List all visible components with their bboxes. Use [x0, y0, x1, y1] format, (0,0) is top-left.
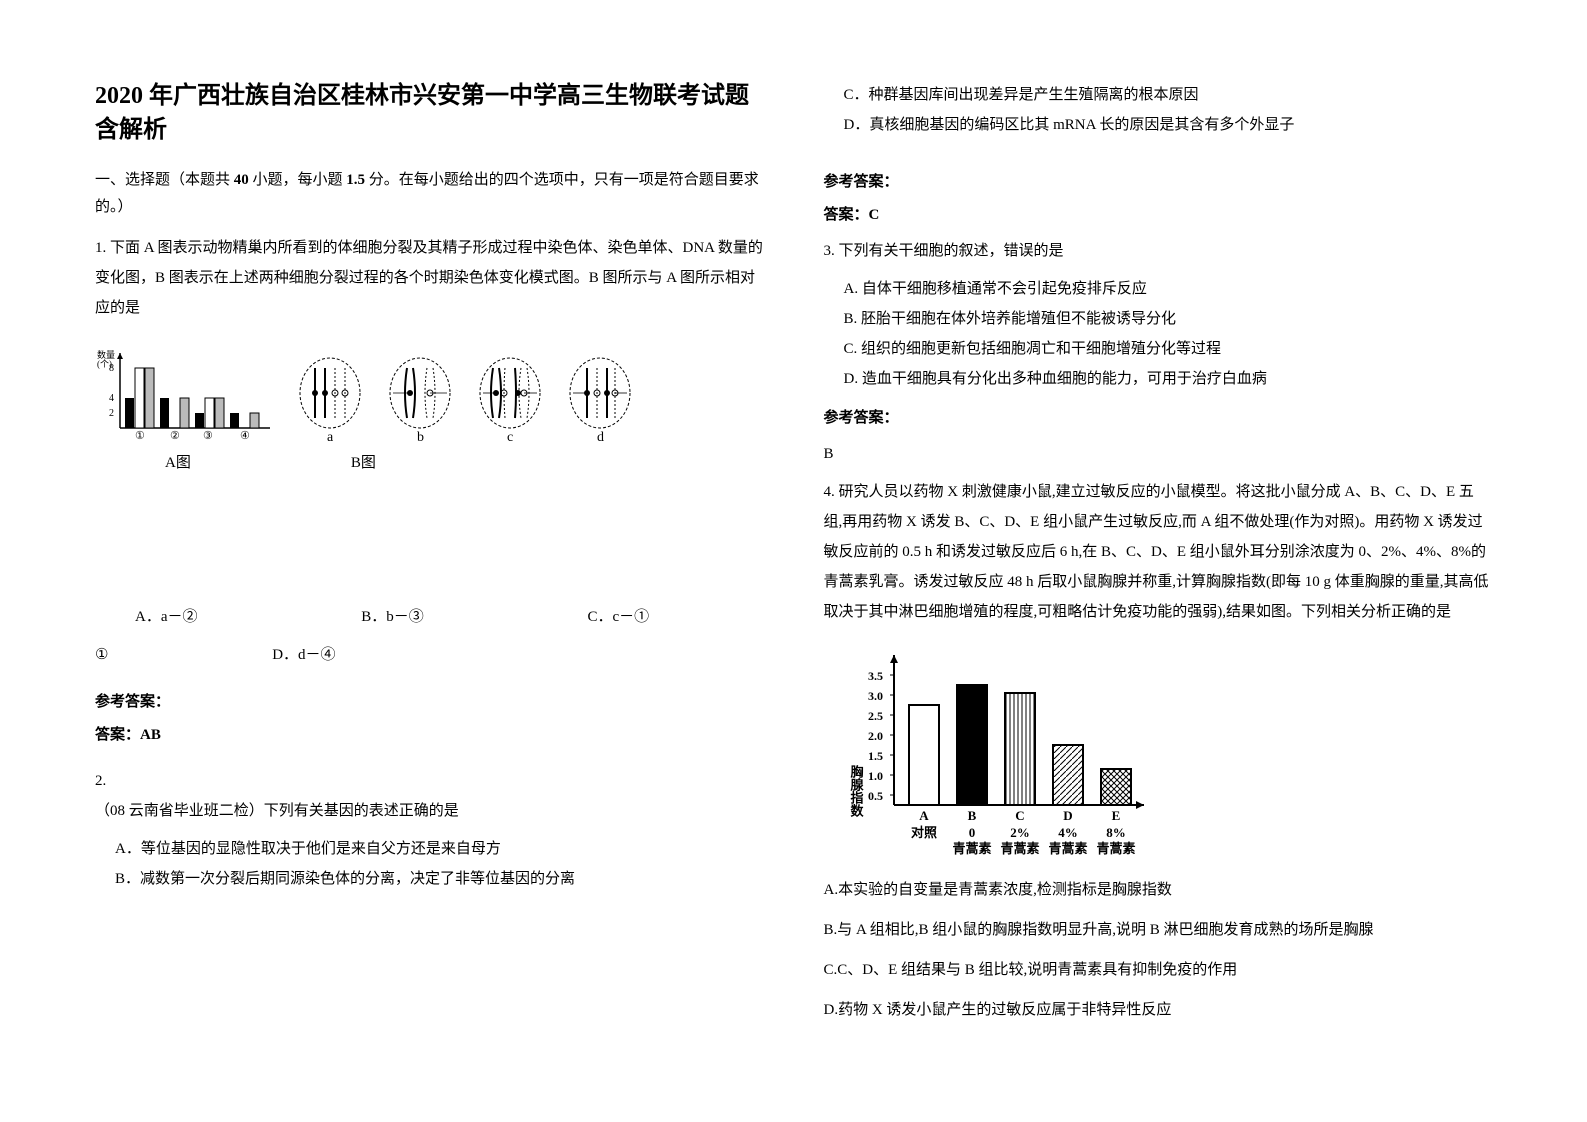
svg-text:2%: 2% — [1010, 825, 1030, 840]
svg-text:②: ② — [170, 430, 180, 442]
svg-text:0: 0 — [968, 825, 975, 840]
svg-text:E: E — [1111, 808, 1120, 823]
q1-text: 1. 下面 A 图表示动物精巢内所看到的体细胞分裂及其精子形成过程中染色体、染色… — [95, 233, 764, 323]
q3-opt-a: A. 自体干细胞移植通常不会引起免疫排斥反应 — [844, 274, 1493, 304]
svg-text:b: b — [417, 430, 424, 443]
svg-text:D: D — [1063, 808, 1072, 823]
q1-figures: 数量 (个) 8 4 2 ① ② ③ — [95, 343, 764, 443]
right-column: C．种群基因库间出现差异是产生生殖隔离的根本原因 D．真核细胞基因的编码区比其 … — [824, 80, 1493, 1042]
svg-text:8%: 8% — [1106, 825, 1126, 840]
svg-text:对照: 对照 — [910, 825, 936, 840]
cell-b: b — [385, 353, 455, 443]
q2-opt-d: D．真核细胞基因的编码区比其 mRNA 长的原因是其含有多个外显子 — [844, 110, 1493, 140]
q4-opt-a: A.本实验的自变量是青蒿素浓度,检测指标是胸腺指数 — [824, 875, 1493, 905]
svg-text:④: ④ — [240, 430, 250, 442]
svg-text:2: 2 — [109, 408, 114, 419]
q3-opt-d: D. 造血干细胞具有分化出多种血细胞的能力，可用于治疗白血病 — [844, 364, 1493, 394]
svg-text:c: c — [507, 430, 513, 443]
svg-text:B: B — [967, 808, 976, 823]
figure-labels: A图 B图 — [165, 451, 764, 472]
bar-chart-a: 数量 (个) 8 4 2 ① ② ③ — [95, 343, 275, 443]
svg-text:胸腺指数: 胸腺指数 — [848, 764, 863, 818]
q2-answer-label: 参考答案： — [824, 170, 1493, 191]
svg-text:青蒿素: 青蒿素 — [1048, 841, 1087, 856]
q2-answer: 答案：C — [824, 203, 1493, 224]
svg-text:A: A — [919, 808, 929, 823]
q3-answer-label: 参考答案： — [824, 406, 1493, 427]
svg-text:3.0: 3.0 — [868, 689, 883, 703]
q4-opt-c: C.C、D、E 组结果与 B 组比较,说明青蒿素具有抑制免疫的作用 — [824, 955, 1493, 985]
svg-text:青蒿素: 青蒿素 — [1096, 841, 1135, 856]
q4-opt-d: D.药物 X 诱发小鼠产生的过敏反应属于非特异性反应 — [824, 995, 1493, 1025]
left-column: 2020 年广西壮族自治区桂林市兴安第一中学高三生物联考试题含解析 一、选择题（… — [95, 80, 764, 1042]
cell-d: d — [565, 353, 635, 443]
q4-text: 4. 研究人员以药物 X 刺激健康小鼠,建立过敏反应的小鼠模型。将这批小鼠分成 … — [824, 477, 1493, 627]
svg-text:4: 4 — [109, 393, 114, 404]
q2-opt-b: B．减数第一次分裂后期同源染色体的分离，决定了非等位基因的分离 — [115, 864, 764, 894]
q3-text: 3. 下列有关干细胞的叙述，错误的是 — [824, 236, 1493, 266]
svg-text:a: a — [327, 430, 334, 443]
svg-text:①: ① — [135, 430, 145, 442]
section-header: 一、选择题（本题共 40 小题，每小题 1.5 分。在每小题给出的四个选项中，只… — [95, 167, 764, 221]
thymus-chart: 0.5 1.0 1.5 2.0 2.5 3.0 3.5 胸腺指数 A B C D E 对… — [844, 645, 1164, 865]
svg-text:2.0: 2.0 — [868, 729, 883, 743]
page-title: 2020 年广西壮族自治区桂林市兴安第一中学高三生物联考试题含解析 — [95, 80, 764, 147]
q3-answer: B — [824, 439, 1493, 469]
svg-text:2.5: 2.5 — [868, 709, 883, 723]
svg-text:d: d — [597, 430, 604, 443]
q3-opt-b: B. 胚胎干细胞在体外培养能增殖但不能被诱导分化 — [844, 304, 1493, 334]
q1-options-2: ① D．d－④ — [95, 640, 764, 670]
q1-answer-label: 参考答案： — [95, 690, 764, 711]
svg-text:C: C — [1015, 808, 1024, 823]
q2-opt-a: A．等位基因的显隐性取决于他们是来自父方还是来自母方 — [115, 834, 764, 864]
cell-a: a — [295, 353, 365, 443]
svg-text:1.0: 1.0 — [868, 769, 883, 783]
cell-c: c — [475, 353, 545, 443]
svg-text:4%: 4% — [1058, 825, 1078, 840]
q1-answer: 答案：AB — [95, 723, 764, 744]
svg-text:③: ③ — [203, 430, 213, 442]
svg-text:1.5: 1.5 — [868, 749, 883, 763]
q4-opt-b: B.与 A 组相比,B 组小鼠的胸腺指数明显升高,说明 B 淋巴细胞发育成熟的场… — [824, 915, 1493, 945]
svg-text:3.5: 3.5 — [868, 669, 883, 683]
q2-text: （08 云南省毕业班二检）下列有关基因的表述正确的是 — [95, 796, 764, 826]
svg-text:青蒿素: 青蒿素 — [952, 841, 991, 856]
q2-num: 2. — [95, 766, 764, 796]
svg-text:0.5: 0.5 — [868, 789, 883, 803]
q1-options: A．a－② B．b－③ C．c－① — [95, 602, 764, 632]
q3-opt-c: C. 组织的细胞更新包括细胞凋亡和干细胞增殖分化等过程 — [844, 334, 1493, 364]
svg-text:8: 8 — [109, 363, 114, 374]
q2-opt-c: C．种群基因库间出现差异是产生生殖隔离的根本原因 — [844, 80, 1493, 110]
svg-text:青蒿素: 青蒿素 — [1000, 841, 1039, 856]
